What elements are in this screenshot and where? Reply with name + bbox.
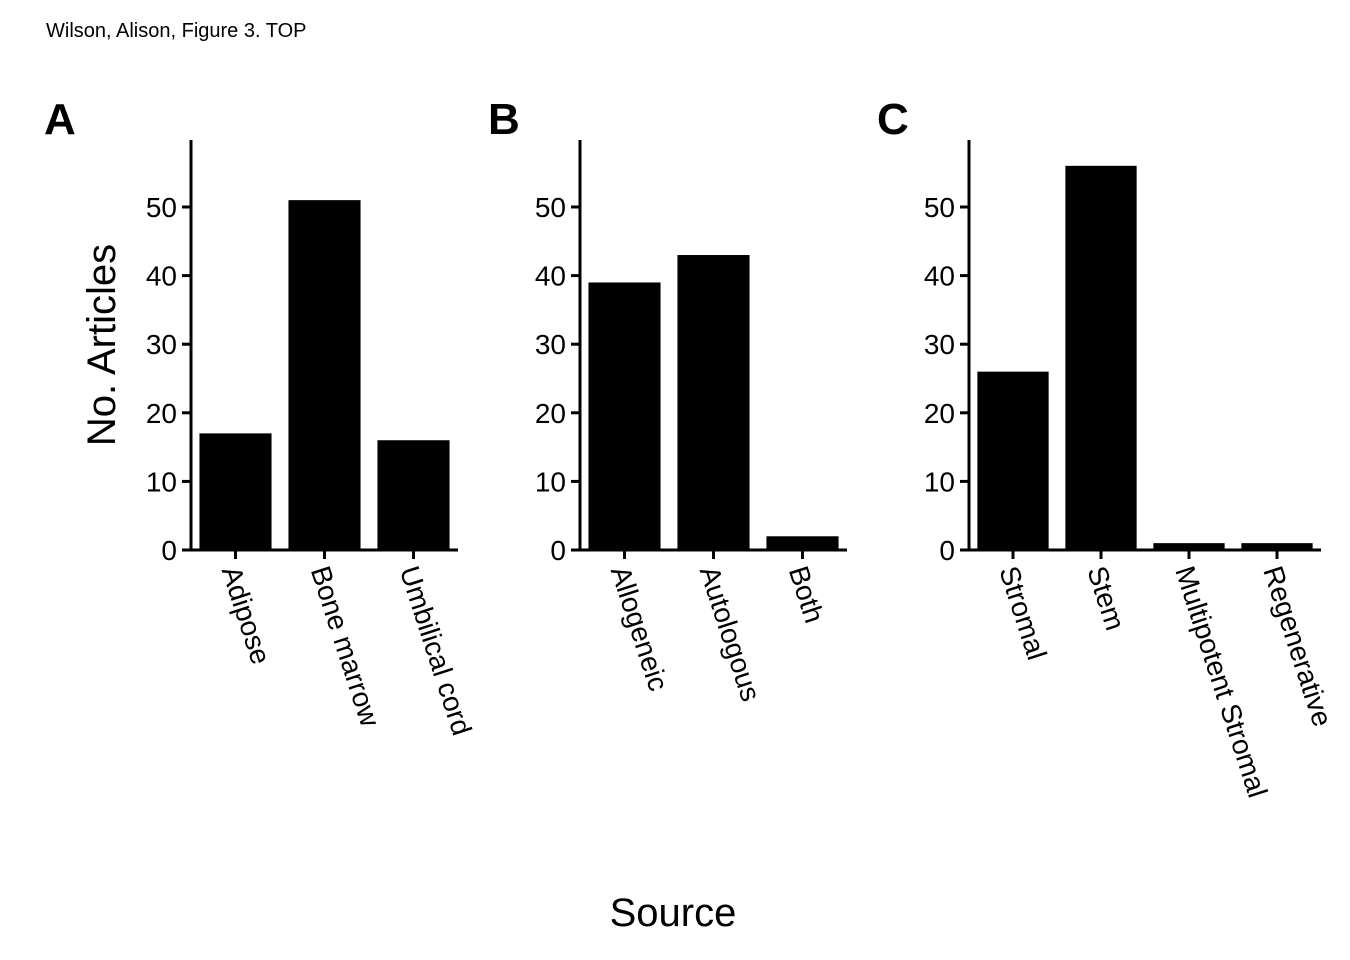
bar-autologous <box>677 255 750 550</box>
bar-regenerative <box>1241 543 1313 550</box>
x-tick-label: Multipotent Stromal <box>1169 562 1273 801</box>
x-tick-label: Autologous <box>694 562 767 705</box>
panel-b: B 0 10 20 30 40 50 Allogeneic Autologous Both <box>488 95 847 705</box>
bar-bone-marrow <box>288 200 361 550</box>
x-tick-label: Bone marrow <box>305 562 386 731</box>
y-tick-label: 30 <box>535 329 566 360</box>
y-tick-label: 20 <box>924 398 955 429</box>
bar-both <box>766 536 839 550</box>
panel-letter-c: C <box>877 95 909 144</box>
y-axis-title: No. Articles <box>80 244 124 446</box>
y-tick-label: 20 <box>535 398 566 429</box>
y-tick-label: 50 <box>146 192 177 223</box>
y-tick-label: 40 <box>146 261 177 292</box>
x-tick-label: Adipose <box>216 562 277 668</box>
bar-allogeneic <box>588 282 661 550</box>
y-tick-label: 0 <box>939 535 955 566</box>
y-tick-label: 0 <box>550 535 566 566</box>
y-tick-label: 10 <box>535 466 566 497</box>
panel-letter-a: A <box>44 95 76 144</box>
x-tick-label: Stem <box>1081 562 1131 634</box>
panel-c: C 0 10 20 30 40 50 Stromal Stem Multipotent Strom… <box>877 95 1338 801</box>
x-tick-label: Both <box>783 562 830 626</box>
y-tick-label: 20 <box>146 398 177 429</box>
bar-umbilical-cord <box>377 440 450 550</box>
x-tick-label: Stromal <box>993 562 1052 663</box>
y-tick-label: 10 <box>924 466 955 497</box>
y-tick-label: 40 <box>924 261 955 292</box>
x-tick-label: Allogeneic <box>605 562 674 694</box>
x-axis-title: Source <box>610 891 737 935</box>
y-tick-label: 10 <box>146 466 177 497</box>
y-tick-label: 40 <box>535 261 566 292</box>
y-tick-label: 30 <box>924 329 955 360</box>
x-tick-label: Umbilical cord <box>394 562 478 739</box>
y-tick-label: 0 <box>161 535 177 566</box>
bar-adipose <box>199 433 272 550</box>
bar-stromal <box>977 371 1049 550</box>
y-tick-label: 50 <box>535 192 566 223</box>
bar-multipotent-stromal <box>1153 543 1225 550</box>
panel-letter-b: B <box>488 95 520 144</box>
y-tick-label: 50 <box>924 192 955 223</box>
figure-caption: Wilson, Alison, Figure 3. TOP <box>46 20 307 42</box>
x-tick-label: Regenerative <box>1257 562 1338 730</box>
panel-a: A 0 10 20 30 40 50 Adipose Bone marrow Umbilical … <box>44 95 478 739</box>
y-tick-label: 30 <box>146 329 177 360</box>
bar-stem <box>1065 165 1137 550</box>
